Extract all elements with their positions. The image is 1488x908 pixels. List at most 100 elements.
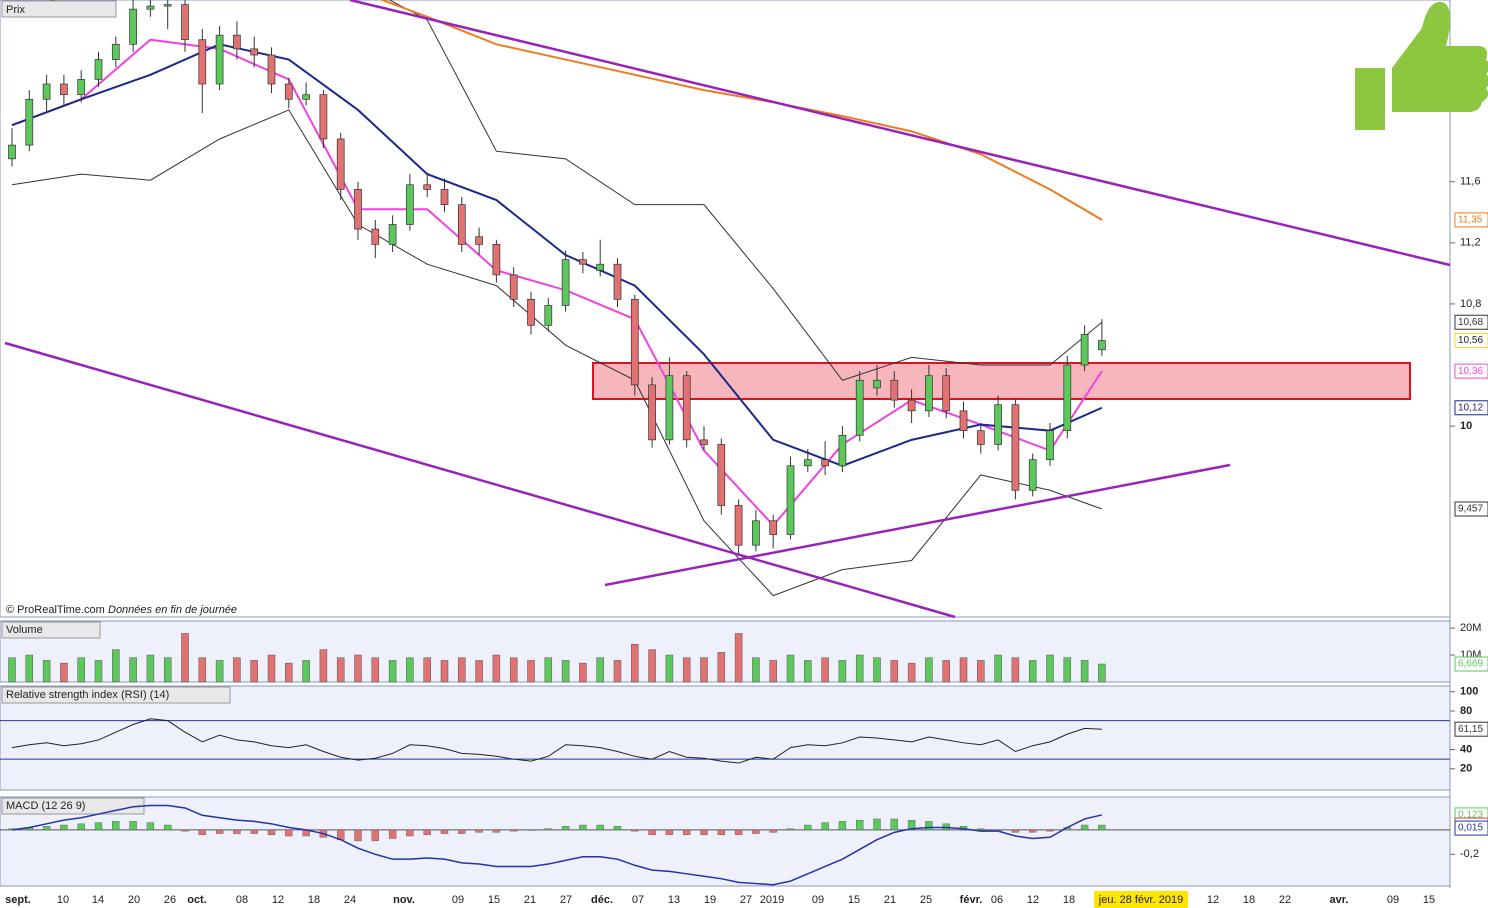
histogram-bar	[1028, 829, 1037, 833]
candle-body	[250, 48, 259, 56]
trendline	[349, 0, 1451, 267]
candle-body	[838, 434, 847, 467]
thumb	[1355, 1, 1488, 130]
indicator-line	[379, 0, 1103, 221]
x-tick-label: 24	[344, 894, 356, 906]
x-tick-label: 07	[632, 894, 644, 906]
candle-body	[42, 83, 51, 100]
candle-body	[579, 259, 587, 265]
volume-bar	[440, 660, 449, 683]
candle-body	[907, 399, 916, 412]
volume-bar	[406, 657, 414, 683]
histogram-bar	[475, 829, 483, 833]
last-value-label: 61,15	[1458, 724, 1483, 735]
volume-bar	[1063, 657, 1072, 683]
volume-bar	[544, 657, 553, 683]
histogram-bar	[717, 829, 725, 835]
histogram-bar	[1046, 829, 1054, 832]
candle-body	[163, 4, 172, 7]
candle-body	[111, 43, 120, 60]
x-tick-label: 15	[848, 894, 860, 906]
candle-body	[60, 83, 68, 96]
candle-body	[492, 244, 501, 276]
candle-body	[215, 34, 224, 85]
candle-body	[233, 34, 241, 50]
volume-bar	[838, 660, 847, 683]
histogram-bar	[734, 829, 743, 835]
x-tick-label: 08	[236, 894, 248, 906]
histogram-bar	[890, 818, 898, 831]
candle-body	[1028, 459, 1037, 491]
x-tick-label: 22	[1279, 894, 1291, 906]
volume-bar	[682, 657, 691, 683]
candle-body	[925, 375, 933, 412]
last-value-box	[1454, 501, 1488, 517]
candle-body	[544, 305, 553, 326]
volume-bar	[1098, 663, 1106, 683]
histogram-bar	[596, 824, 604, 831]
candle-body	[475, 236, 483, 245]
x-tick-label: 13	[668, 894, 680, 906]
x-tick-label: 14	[92, 894, 104, 906]
histogram-bar	[786, 828, 795, 831]
candle-body	[94, 59, 103, 80]
histogram-bar	[700, 829, 708, 835]
source: © ProRealTime.com	[6, 604, 105, 616]
volume-bar	[509, 657, 518, 683]
histogram-bar	[492, 829, 501, 833]
pane-title: Volume	[6, 624, 43, 636]
y-tick-label: 10,8	[1460, 298, 1481, 310]
resistance-zone	[592, 362, 1411, 400]
y-tick-label: 20	[1460, 763, 1472, 775]
histogram-bar	[77, 823, 85, 831]
candle-body	[873, 379, 881, 389]
volume-bar	[458, 657, 466, 683]
histogram-bar	[873, 818, 881, 831]
volume-bar	[942, 660, 950, 683]
volume-bar	[925, 657, 933, 683]
x-tick-label: 12	[272, 894, 284, 906]
volume-bar	[873, 657, 881, 683]
volume-bar	[267, 654, 276, 683]
x-tick-label: 12	[1027, 894, 1039, 906]
histogram-bar	[458, 829, 466, 834]
candle-body	[1046, 430, 1054, 461]
histogram-bar	[285, 829, 293, 837]
volume-bar	[94, 660, 103, 683]
indicator-line	[11, 718, 1102, 764]
histogram-bar	[42, 826, 51, 831]
histogram-bar	[112, 821, 120, 831]
cursor-box	[1094, 891, 1188, 908]
volume-bar	[8, 657, 16, 683]
volume-bar	[25, 654, 34, 683]
last-value-label: 10,12	[1458, 402, 1483, 413]
y-tick-label: 80	[1460, 705, 1472, 717]
y-tick-label: -0,2	[1460, 848, 1479, 860]
histogram-bar	[215, 829, 224, 834]
y-tick-label: 11,6	[1460, 176, 1481, 188]
volume-bar	[215, 660, 224, 683]
candle-body	[406, 184, 414, 225]
histogram-bar	[769, 829, 777, 833]
x-tick-label: 18	[1243, 894, 1255, 906]
last-value-box	[1454, 212, 1488, 228]
x-tick-label: 19	[704, 894, 716, 906]
histogram-bar	[510, 829, 518, 832]
candle-body	[146, 5, 155, 10]
candle-body	[855, 379, 864, 436]
candle-body	[994, 404, 1002, 445]
histogram-bar	[804, 824, 812, 831]
x-tick-label: 20	[128, 894, 140, 906]
volume-bar	[302, 660, 310, 683]
x-tick-label: 27	[560, 894, 572, 906]
trendline	[4, 341, 956, 619]
candle-body	[682, 375, 691, 441]
volume-bar	[734, 633, 743, 683]
candle-body	[198, 39, 207, 85]
candle-body	[1011, 404, 1020, 491]
last-value-box	[1454, 656, 1488, 672]
histogram-bar	[406, 829, 414, 837]
volume-bar	[907, 662, 916, 683]
volume-bar	[890, 660, 899, 683]
x-tick-label: oct.	[187, 894, 207, 906]
